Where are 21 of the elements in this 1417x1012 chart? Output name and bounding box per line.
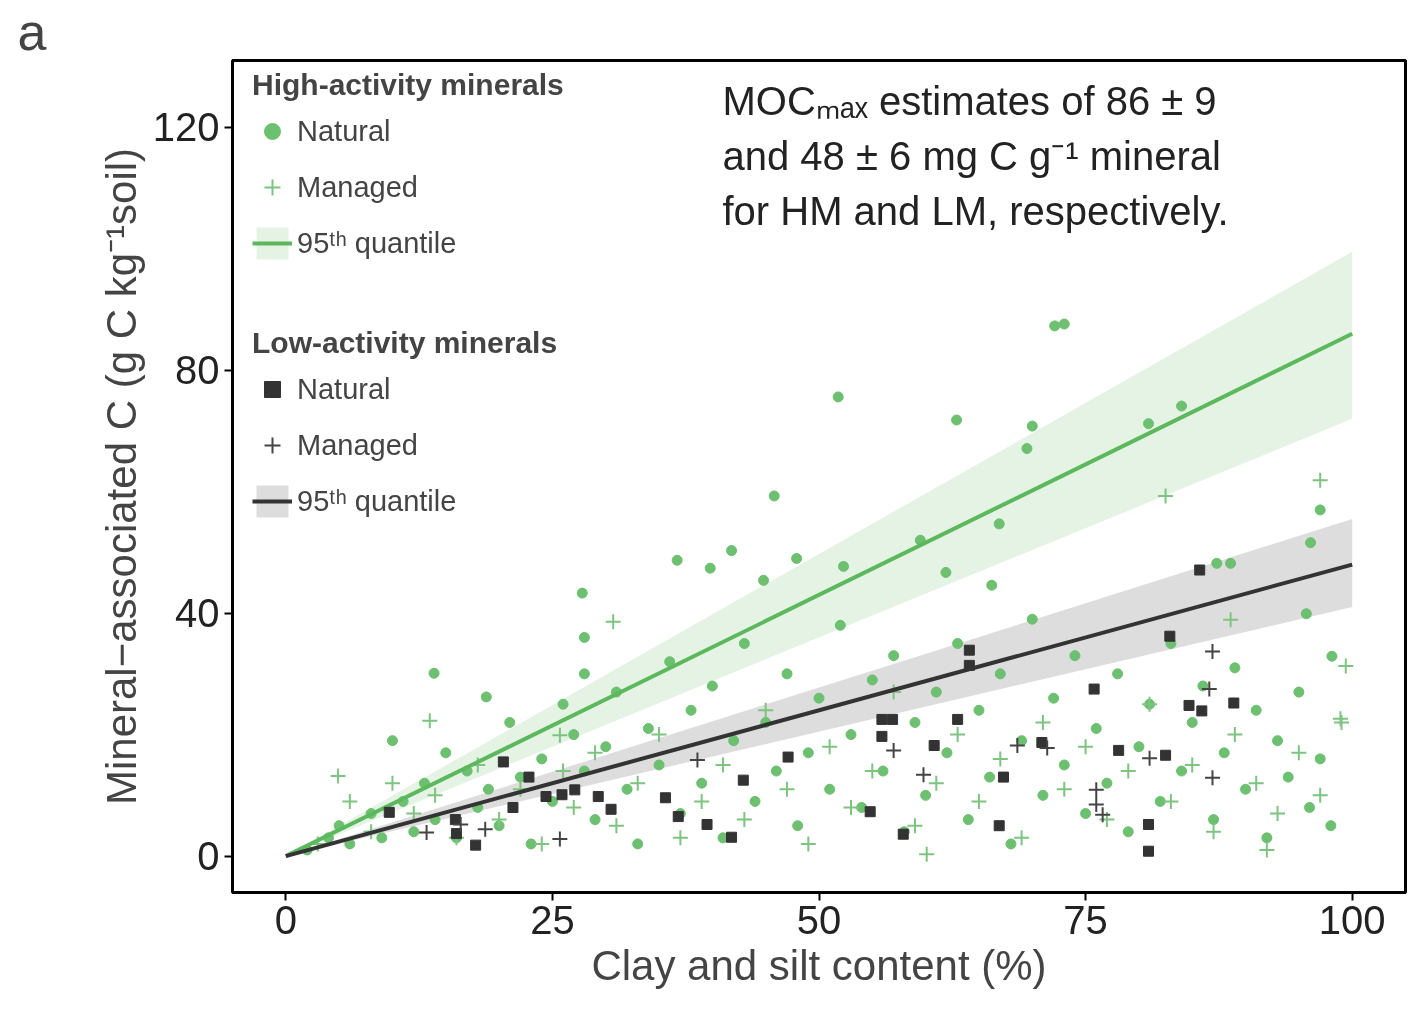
text: Low-activity minerals	[252, 326, 558, 359]
legend-label: Managed	[297, 427, 418, 463]
x-tick-label: 50	[796, 897, 842, 942]
legend-label: Natural	[297, 371, 391, 407]
y-tick-label: 80	[175, 348, 220, 393]
annotation: MOCₘₐₓ estimates of 86 ± 9 and 48 ± 6 mg C g⁻¹ mineral for HM and LM, respectively.	[722, 78, 1229, 233]
y-tick-label: 40	[175, 591, 220, 636]
legend-label: 95ᵗʰ quantile	[297, 483, 457, 519]
text: High-activity minerals	[252, 68, 564, 101]
x-tick-label: 25	[530, 897, 575, 942]
y-tick-label: 120	[152, 105, 220, 150]
x-tick-label: 0	[274, 897, 297, 942]
y-tick-label: 0	[197, 834, 220, 879]
legend-label: Managed	[297, 169, 418, 205]
x-axis-title: Clay and silt content (%)	[591, 941, 1047, 989]
x-tick-label: 100	[1318, 897, 1386, 942]
text: a	[17, 2, 47, 61]
legend-label: Natural	[297, 113, 391, 149]
x-tick-label: 75	[1063, 897, 1108, 942]
legend-label: 95ᵗʰ quantile	[297, 225, 457, 261]
y-axis-title: Mineral−associated C (g C kg⁻¹soil)	[97, 147, 145, 806]
